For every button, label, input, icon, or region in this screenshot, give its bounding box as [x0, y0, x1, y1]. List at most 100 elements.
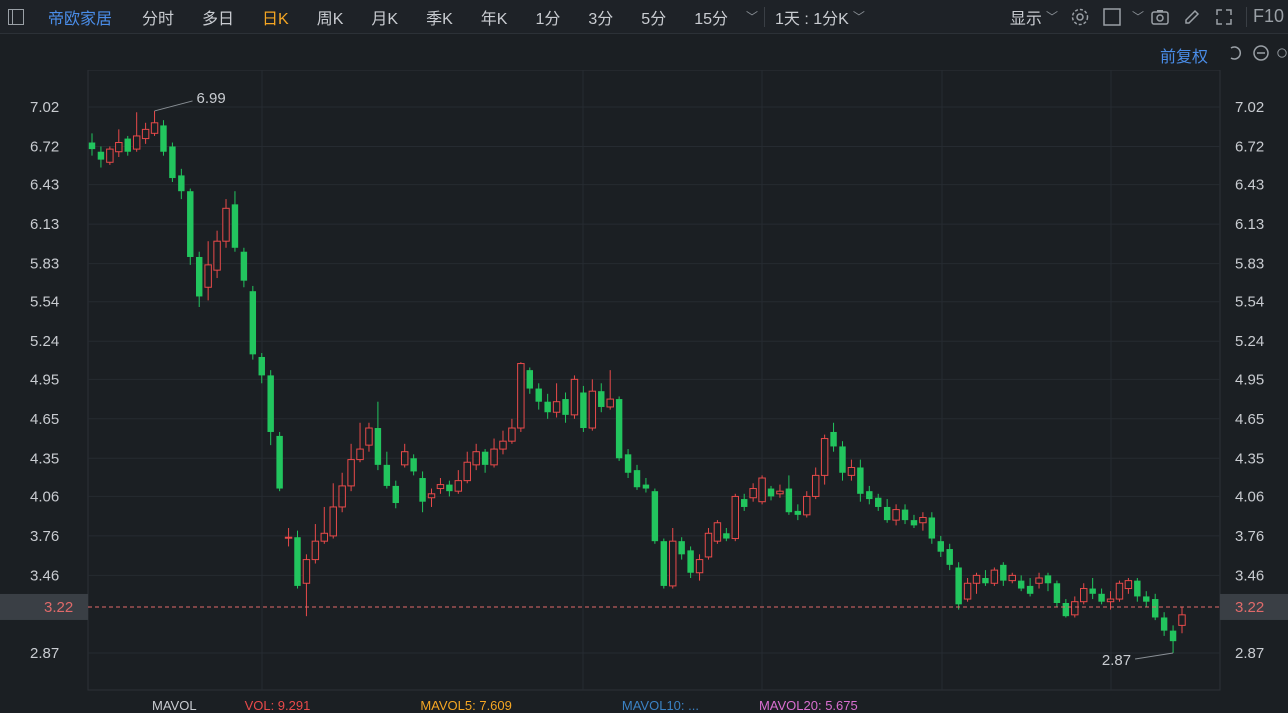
candle-body: [1044, 575, 1052, 584]
candle-body: [731, 495, 739, 540]
undo-icon[interactable]: [1224, 42, 1246, 64]
candle-body: [454, 480, 463, 492]
candle-body: [1035, 577, 1043, 584]
y-tick-label-right: 5.24: [1235, 333, 1264, 350]
candle-body: [213, 240, 221, 271]
candle-body: [1062, 603, 1070, 617]
y-tick-label-left: 5.24: [30, 333, 59, 350]
chevron-down-icon[interactable]: ﹀: [852, 10, 865, 24]
candle-body: [1008, 574, 1016, 582]
y-tick-label-left: 6.43: [30, 177, 59, 194]
tab-5[interactable]: 季K: [426, 10, 453, 28]
toolbar-right: 显示 ﹀ ﹀ F10: [1010, 0, 1288, 33]
y-tick-label-left: 4.95: [30, 371, 59, 388]
candle-body: [347, 459, 355, 487]
candle-body: [740, 499, 748, 507]
zoom-in-icon[interactable]: [1276, 42, 1288, 64]
y-tick-label-right: 2.87: [1235, 645, 1264, 662]
current-price-tag-left: [0, 593, 88, 620]
candle-body: [141, 128, 150, 140]
gear-icon[interactable]: [1069, 6, 1091, 28]
candle-body: [231, 204, 239, 248]
candle-body: [1115, 582, 1124, 600]
y-tick-label-right: 6.72: [1235, 138, 1264, 155]
y-tick-label-right: 4.95: [1235, 371, 1264, 388]
candle-body: [1026, 585, 1034, 594]
zoom-out-icon[interactable]: [1250, 42, 1272, 64]
annotation-label: 2.87: [1102, 652, 1131, 669]
candle-body: [195, 256, 203, 297]
chevron-down-icon[interactable]: ﹀: [1131, 10, 1144, 24]
candle-body: [875, 497, 882, 507]
candle-body: [535, 388, 542, 402]
checkbox-icon[interactable]: [1101, 6, 1123, 28]
candle-body: [329, 506, 337, 537]
candle-body: [588, 390, 597, 429]
candle-body: [892, 509, 900, 521]
candle-body: [901, 509, 909, 521]
f10-button[interactable]: F10: [1252, 6, 1284, 26]
camera-icon[interactable]: [1149, 6, 1171, 28]
candle-body: [866, 491, 873, 500]
period-select[interactable]: 1天 : 1分K: [775, 10, 849, 28]
candle-body: [678, 541, 685, 555]
candle-body: [723, 533, 730, 539]
mavol5-value: MAVOL5: 7.609: [420, 698, 512, 713]
tab-1[interactable]: 多日: [202, 10, 235, 28]
tab-10[interactable]: 15分: [694, 10, 729, 28]
stock-name[interactable]: 帝欧家居: [48, 10, 113, 28]
candle-body: [499, 440, 507, 450]
candle-body: [910, 520, 918, 526]
tab-0[interactable]: 分时: [142, 10, 175, 28]
indicator-bar: MAVOL VOL: 9.291 MAVOL5: 7.609 MAVOL10: …: [88, 698, 858, 713]
candle-body: [436, 484, 445, 490]
sidebar-toggle-icon[interactable]: [8, 8, 24, 25]
candle-body: [124, 138, 131, 152]
tab-9[interactable]: 5分: [641, 10, 667, 28]
candle-body: [419, 478, 426, 502]
display-menu[interactable]: 显示: [1009, 10, 1042, 28]
candle-body: [598, 391, 605, 407]
candle-body: [624, 454, 632, 473]
adjust-mode-link[interactable]: 前复权: [1159, 49, 1208, 66]
candle-body: [508, 427, 516, 442]
annotation-label: 6.99: [197, 90, 226, 107]
candle-body: [847, 466, 856, 476]
tab-7[interactable]: 1分: [535, 10, 561, 28]
candle-body: [794, 510, 802, 515]
candle-body: [642, 484, 650, 489]
tab-3[interactable]: 周K: [316, 10, 344, 28]
tab-2[interactable]: 日K: [262, 10, 289, 28]
chevron-down-icon[interactable]: ﹀: [746, 10, 759, 24]
candle-body: [160, 125, 167, 152]
candle-body: [1134, 580, 1141, 597]
candle-body: [490, 448, 498, 466]
candle-body: [606, 398, 614, 408]
tab-6[interactable]: 年K: [480, 10, 508, 28]
candle-body: [857, 467, 864, 494]
candle-body: [1098, 593, 1105, 602]
pencil-icon[interactable]: [1181, 6, 1203, 28]
candle-body: [284, 536, 293, 539]
candle-body: [1169, 630, 1177, 642]
candle-body: [982, 578, 989, 584]
fullscreen-icon[interactable]: [1213, 6, 1235, 28]
tab-8[interactable]: 3分: [588, 10, 614, 28]
candle-body: [517, 363, 525, 429]
candle-body: [115, 142, 123, 153]
y-tick-label-left: 5.83: [30, 256, 59, 273]
chevron-down-icon[interactable]: ﹀: [1045, 10, 1058, 24]
candle-body: [1160, 617, 1168, 631]
tab-4[interactable]: 月K: [371, 10, 399, 28]
y-tick-label-right: 5.83: [1235, 256, 1264, 273]
y-tick-label-left: 3.46: [30, 567, 59, 584]
candle-body: [106, 148, 114, 163]
candle-body: [276, 435, 283, 489]
candlestick-chart[interactable]: 7.02 7.02 6.72 6.72 6.43 6.43 6.13 6.13 5.83 5.83…: [0, 70, 1288, 695]
candle-body: [749, 488, 757, 499]
mavol-label[interactable]: MAVOL: [152, 698, 197, 713]
candle-body: [687, 550, 694, 573]
annotation-leader: [154, 100, 193, 112]
y-tick-label-right: 3.46: [1235, 567, 1264, 584]
candle-body: [1178, 614, 1186, 626]
